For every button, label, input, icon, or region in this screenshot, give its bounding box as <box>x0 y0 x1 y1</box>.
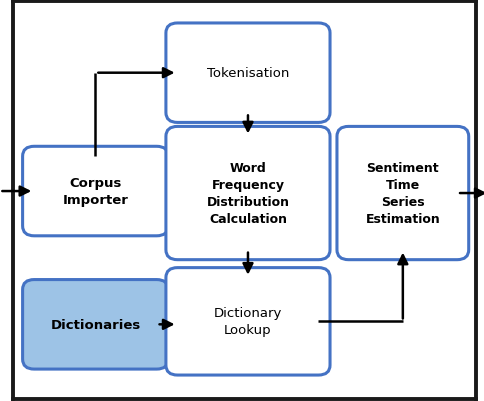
Text: Dictionary
Lookup: Dictionary Lookup <box>213 307 282 336</box>
FancyBboxPatch shape <box>166 268 329 375</box>
Text: Tokenisation: Tokenisation <box>206 67 288 80</box>
Text: Word
Frequency
Distribution
Calculation: Word Frequency Distribution Calculation <box>206 162 289 225</box>
Text: Sentiment
Time
Series
Estimation: Sentiment Time Series Estimation <box>365 162 439 225</box>
FancyBboxPatch shape <box>166 24 329 123</box>
FancyBboxPatch shape <box>23 147 168 236</box>
Text: Corpus
Importer: Corpus Importer <box>62 176 128 207</box>
FancyBboxPatch shape <box>336 127 468 260</box>
FancyBboxPatch shape <box>166 127 329 260</box>
Text: Dictionaries: Dictionaries <box>50 318 140 331</box>
FancyBboxPatch shape <box>23 280 168 369</box>
